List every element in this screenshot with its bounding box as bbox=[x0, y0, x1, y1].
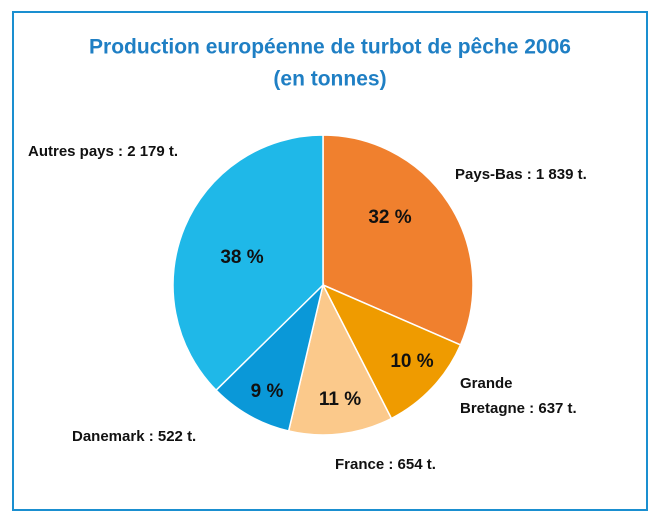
slice-label: Pays-Bas : 1 839 t. bbox=[455, 166, 587, 183]
percent-label: 10 % bbox=[390, 351, 433, 372]
chart-subtitle: (en tonnes) bbox=[273, 68, 386, 91]
pie-slice bbox=[321, 283, 462, 420]
percent-label: 9 % bbox=[251, 381, 284, 402]
pie-slice bbox=[215, 282, 325, 432]
slice-label: France : 654 t. bbox=[335, 456, 436, 473]
slice-label: Grande Bretagne : 637 t. bbox=[460, 375, 577, 417]
percent-label: 38 % bbox=[220, 247, 263, 268]
percent-label: 32 % bbox=[368, 207, 411, 228]
slice-label: Autres pays : 2 179 t. bbox=[28, 143, 178, 160]
slice-label: Danemark : 522 t. bbox=[72, 428, 196, 445]
pie-slice bbox=[172, 134, 324, 392]
pie-slice bbox=[322, 134, 474, 346]
percent-label: 11 % bbox=[319, 389, 361, 410]
chart-title: Production européenne de turbot de pêche… bbox=[89, 36, 571, 59]
